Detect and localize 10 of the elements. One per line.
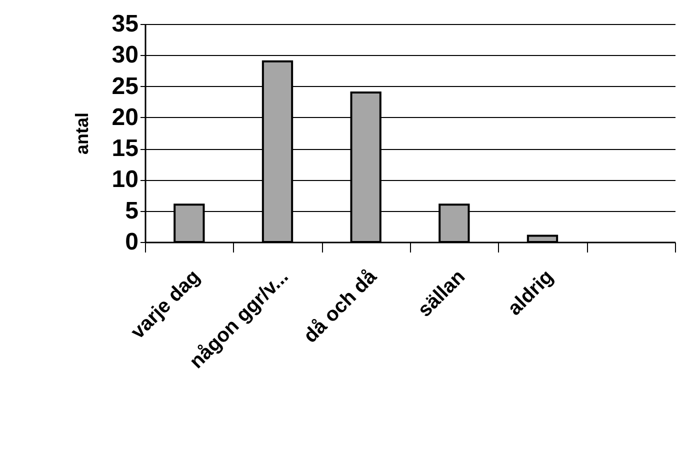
y-tick-label: 0 [125,228,138,256]
y-tick-label: 10 [112,166,138,194]
y-tick-label: 25 [112,72,138,100]
y-axis-title: antal [72,112,92,155]
y-tick-label: 20 [112,104,138,131]
y-tick-label: 30 [112,42,138,69]
x-tick-label: då och då [300,265,382,348]
y-tick-label: 35 [112,10,138,38]
y-tick-label: 15 [112,135,138,162]
y-tick-label: 5 [125,197,138,224]
